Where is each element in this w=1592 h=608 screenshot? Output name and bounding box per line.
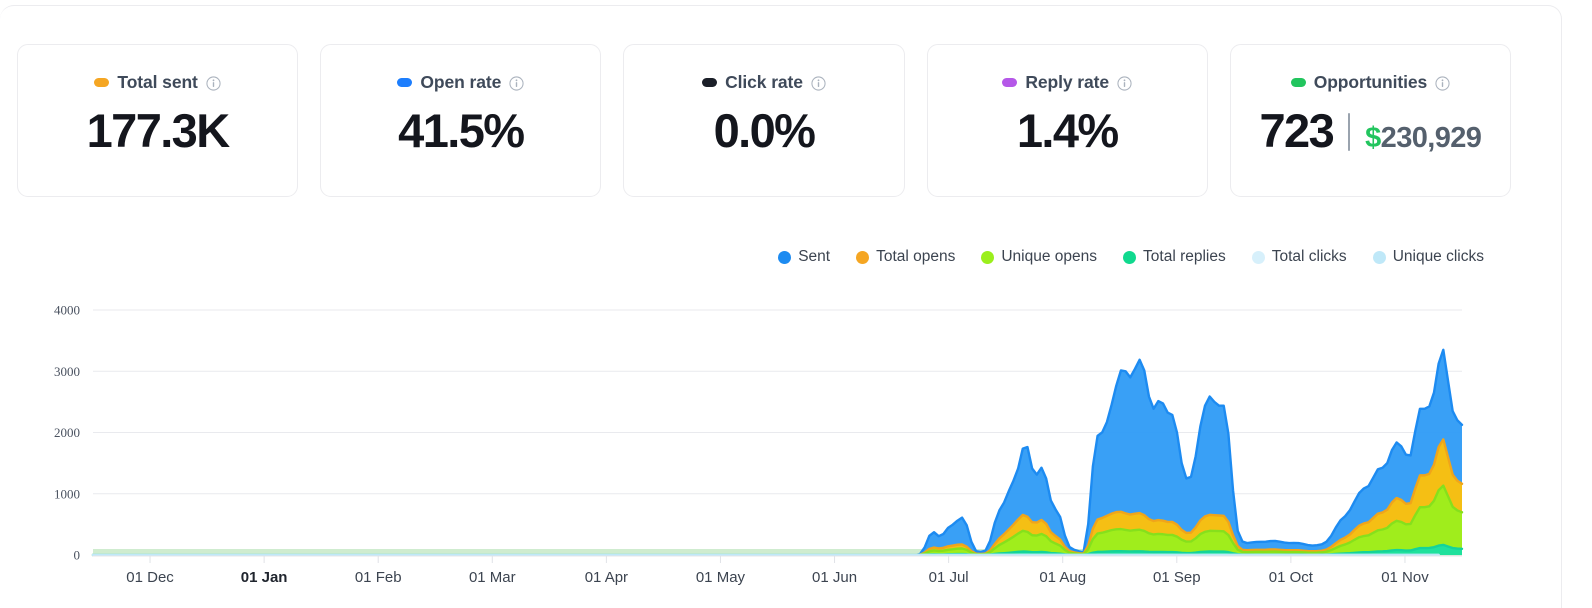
series-area <box>93 485 1462 555</box>
info-icon[interactable] <box>509 75 524 91</box>
legend-color-dot <box>856 250 870 264</box>
legend-color-dot <box>1123 250 1137 264</box>
legend-label: Unique opens <box>1001 248 1098 265</box>
kpi-label: Reply rate <box>1025 71 1110 92</box>
x-axis-tick-label: 01 Sep <box>1153 569 1201 586</box>
legend-color-dot <box>981 250 995 264</box>
kpi-header: Total sent <box>94 71 221 93</box>
kpi-label: Open rate <box>420 71 502 92</box>
series-area <box>93 349 1462 555</box>
legend-color-dot <box>1372 250 1386 264</box>
legend-item-total-replies[interactable]: Total replies <box>1123 248 1226 266</box>
kpi-card-click-rate[interactable]: Click rate 0.0% <box>623 44 905 197</box>
series-total-opens <box>91 438 1464 557</box>
kpi-value: 41.5% <box>398 104 525 157</box>
x-axis-tick-label: 01 Feb <box>355 569 402 586</box>
kpi-value: 177.3K <box>86 104 231 157</box>
kpi-revenue-value: $230,929 <box>1365 122 1482 154</box>
performance-area-chart[interactable]: 0 1000 2000 3000 4000 01 Dec 01 Jan 01 Feb 01 Ma… <box>0 292 1500 602</box>
kpi-color-dot <box>1002 77 1018 87</box>
legend-label: Total replies <box>1143 248 1226 265</box>
kpi-value: 723 $230,929 <box>1259 104 1482 157</box>
kpi-color-dot <box>702 77 718 87</box>
series-line <box>91 438 1464 557</box>
kpi-value: 1.4% <box>1016 104 1119 157</box>
chart-canvas: 0 1000 2000 3000 4000 01 Dec 01 Jan 01 Feb 01 Ma… <box>54 303 1464 586</box>
legend-item-total-clicks[interactable]: Total clicks <box>1251 248 1347 266</box>
x-axis-tick-label: 01 May <box>696 569 746 586</box>
x-axis-tick-label: 01 Nov <box>1381 569 1429 586</box>
legend-item-unique-opens[interactable]: Unique opens <box>981 248 1097 266</box>
x-axis-tick-label: 01 Oct <box>1269 569 1314 586</box>
legend-label: Sent <box>798 248 831 265</box>
x-axis-tick-label: 01 Jan <box>241 569 288 586</box>
legend-label: Total opens <box>876 248 956 265</box>
kpi-label: Opportunities <box>1313 71 1428 92</box>
kpi-primary-value: 1.4% <box>1016 104 1119 157</box>
chart-gridlines: 0 1000 2000 3000 4000 <box>54 303 1462 563</box>
legend-item-sent[interactable]: Sent <box>778 248 830 266</box>
chart-baseline-band <box>93 549 1462 556</box>
x-axis-tick-label: 01 Jul <box>929 569 969 586</box>
x-axis-tick-label: 01 Dec <box>126 569 174 586</box>
currency-symbol: $ <box>1365 122 1381 154</box>
kpi-color-dot <box>397 77 413 87</box>
legend-item-unique-clicks[interactable]: Unique clicks <box>1372 248 1484 266</box>
legend-label: Total clicks <box>1271 248 1347 265</box>
x-axis-tick-label: 01 Mar <box>469 569 516 586</box>
series-sent <box>91 348 1464 557</box>
info-icon[interactable] <box>1435 75 1450 91</box>
kpi-label: Total sent <box>117 71 198 92</box>
kpi-primary-value: 177.3K <box>86 104 231 157</box>
info-icon[interactable] <box>206 75 221 91</box>
kpi-card-row: Total sent 177.3K Open rate 41.5% Click rate… <box>17 44 1512 197</box>
x-axis-tick-label: 01 Aug <box>1039 569 1086 586</box>
series-area <box>93 544 1462 555</box>
legend-color-dot <box>778 250 792 264</box>
legend-item-total-opens[interactable]: Total opens <box>856 248 955 266</box>
series-line <box>91 348 1464 557</box>
kpi-value: 0.0% <box>713 104 816 157</box>
kpi-card-opportunities[interactable]: Opportunities 723 $230,929 <box>1229 44 1512 197</box>
kpi-primary-value: 723 <box>1259 104 1335 157</box>
kpi-header: Open rate <box>397 71 524 93</box>
kpi-header: Opportunities <box>1290 71 1450 93</box>
x-axis-tick-label: 01 Apr <box>585 569 628 586</box>
kpi-label: Click rate <box>725 71 803 92</box>
x-axis-tick-label: 01 Jun <box>812 569 857 586</box>
kpi-primary-value: 41.5% <box>398 104 525 157</box>
kpi-color-dot <box>1290 77 1306 87</box>
series-area <box>93 439 1462 555</box>
info-icon[interactable] <box>811 75 826 91</box>
kpi-header: Click rate <box>702 71 826 93</box>
y-axis-tick-label: 4000 <box>54 303 80 318</box>
legend-label: Unique clicks <box>1392 248 1484 265</box>
x-axis: 01 Dec 01 Jan 01 Feb 01 Mar 01 Apr 01 May 01 J… <box>126 556 1429 586</box>
kpi-color-dot <box>94 77 110 87</box>
kpi-card-reply-rate[interactable]: Reply rate 1.4% <box>926 44 1208 197</box>
kpi-card-total-sent[interactable]: Total sent 177.3K <box>17 44 299 197</box>
kpi-header: Reply rate <box>1002 71 1132 93</box>
kpi-value-divider <box>1348 113 1351 151</box>
revenue-amount: 230,929 <box>1380 122 1482 154</box>
y-axis-tick-label: 1000 <box>54 486 80 501</box>
info-icon[interactable] <box>1117 75 1132 91</box>
y-axis-tick-label: 2000 <box>54 425 80 440</box>
kpi-primary-value: 0.0% <box>713 104 816 157</box>
y-axis-tick-label: 3000 <box>54 364 80 379</box>
kpi-card-open-rate[interactable]: Open rate 41.5% <box>320 44 602 197</box>
legend-color-dot <box>1251 250 1265 264</box>
chart-legend: Sent Total opens Unique opens Total replies… <box>0 248 1500 266</box>
y-axis-tick-label: 0 <box>74 548 81 563</box>
